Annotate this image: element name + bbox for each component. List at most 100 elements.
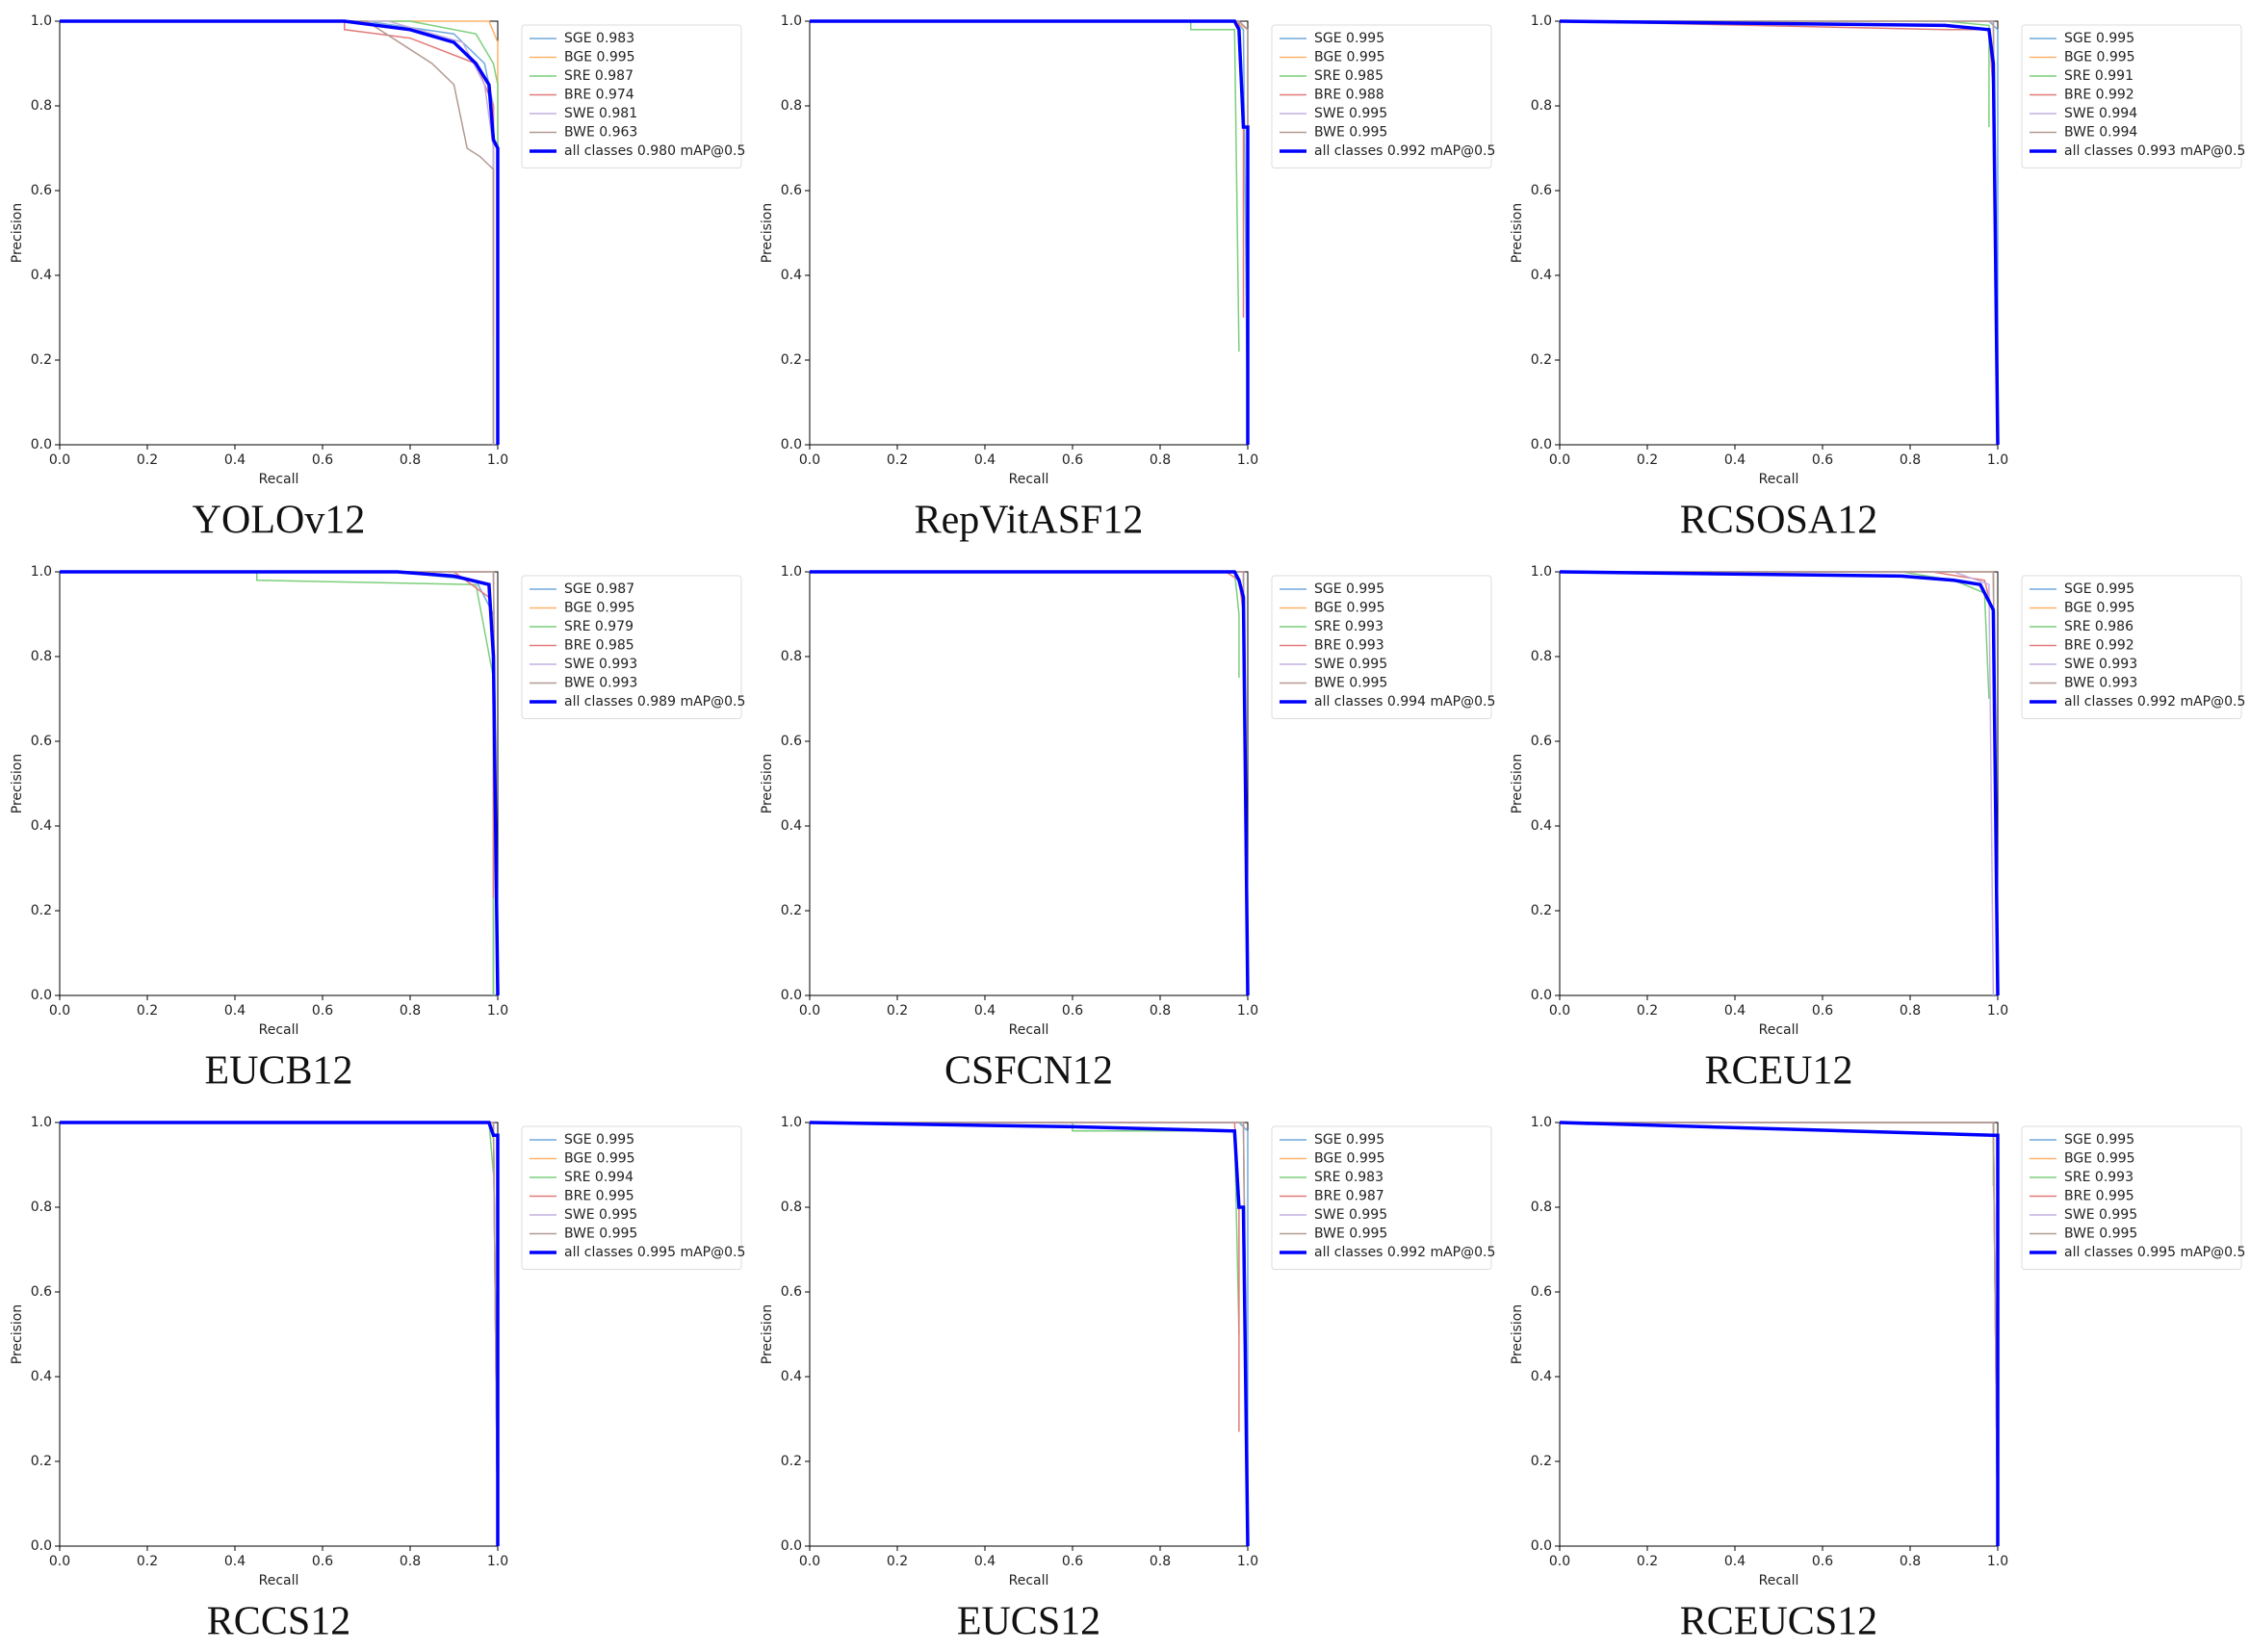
x-tick-label: 0.6 (1062, 1554, 1083, 1569)
x-tick-label: 1.0 (1237, 1554, 1258, 1569)
x-tick-label: 0.4 (974, 452, 996, 468)
chart-caption: RCSOSA12 (1680, 499, 1877, 543)
x-tick-label: 0.6 (1812, 1554, 1833, 1569)
legend-label: BRE 0.992 (2064, 638, 2134, 654)
y-tick-label: 0.6 (1531, 183, 1552, 198)
y-tick-label: 0.6 (781, 1284, 802, 1300)
legend-label: all classes 0.989 mAP@0.5 (564, 694, 745, 710)
pr-curve (1559, 1121, 2000, 1546)
x-tick-label: 0.8 (1150, 1554, 1171, 1569)
x-axis-label: Recall (1759, 1022, 1799, 1038)
y-tick-label: 0.0 (31, 988, 52, 1003)
x-tick-label: 0.0 (799, 1003, 820, 1019)
legend-label: BWE 0.963 (564, 125, 637, 141)
y-tick-label: 0.4 (781, 818, 802, 834)
legend-label: BGE 0.995 (564, 601, 635, 616)
y-tick-label: 0.8 (781, 1200, 802, 1215)
x-axis-label: Recall (259, 1573, 299, 1588)
legend-label: SRE 0.993 (2064, 1170, 2134, 1185)
y-tick-label: 0.8 (1531, 1200, 1552, 1215)
legend-label: BWE 0.993 (564, 676, 637, 691)
y-tick-label: 0.0 (31, 437, 52, 452)
y-tick-label: 0.4 (1531, 818, 1552, 834)
legend-box (2021, 1125, 2242, 1270)
pr-curve (810, 570, 1250, 996)
y-tick-label: 0.6 (781, 183, 802, 198)
x-tick-label: 0.0 (1549, 1003, 1570, 1019)
plot-area (59, 571, 499, 996)
legend-label: SGE 0.995 (1314, 581, 1384, 597)
y-tick-label: 0.6 (31, 734, 52, 749)
y-tick-label: 0.2 (1531, 352, 1552, 368)
x-tick-label: 0.2 (1637, 452, 1658, 468)
legend-label: BWE 0.993 (2064, 676, 2137, 691)
pr-curve (60, 570, 500, 996)
legend-label: SRE 0.979 (564, 619, 634, 634)
legend-box (1271, 1125, 1492, 1270)
x-tick-label: 0.4 (224, 1003, 246, 1019)
x-axis-label: Recall (1009, 472, 1049, 487)
legend-label: SRE 0.986 (2064, 619, 2134, 634)
x-tick-label: 1.0 (487, 1554, 508, 1569)
x-tick-label: 0.0 (1549, 452, 1570, 468)
x-tick-label: 0.6 (312, 1003, 333, 1019)
y-axis-label: Precision (10, 203, 25, 263)
legend-label: all classes 0.980 mAP@0.5 (564, 143, 745, 159)
legend-label: BGE 0.995 (2064, 1151, 2135, 1167)
y-tick-label: 0.2 (31, 903, 52, 918)
legend-box (521, 575, 742, 719)
x-tick-label: 0.2 (1637, 1554, 1658, 1569)
legend-box (1271, 575, 1492, 719)
legend-label: BWE 0.995 (564, 1226, 637, 1242)
y-tick-label: 0.0 (1531, 1538, 1552, 1554)
x-axis-label: Recall (1759, 472, 1799, 487)
y-tick-label: 0.2 (781, 903, 802, 918)
legend-label: BRE 0.988 (1314, 88, 1384, 103)
pr-curve (60, 1121, 500, 1546)
legend-label: SWE 0.993 (2064, 657, 2137, 672)
legend-box (2021, 24, 2242, 168)
x-tick-label: 1.0 (1987, 452, 2008, 468)
x-tick-label: 0.6 (312, 1554, 333, 1569)
legend-label: all classes 0.993 mAP@0.5 (2064, 143, 2245, 159)
pr-curve (810, 19, 1250, 445)
y-axis-label: Precision (10, 1304, 25, 1364)
x-tick-label: 0.4 (974, 1003, 996, 1019)
chart-caption: YOLOv12 (193, 499, 366, 543)
x-axis-label: Recall (1009, 1573, 1049, 1588)
legend-label: SWE 0.993 (564, 657, 637, 672)
legend-label: SGE 0.995 (2064, 1132, 2134, 1148)
legend-label: BGE 0.995 (564, 50, 635, 65)
legend-label: SRE 0.983 (1314, 1170, 1384, 1185)
legend-label: all classes 0.992 mAP@0.5 (2064, 694, 2245, 710)
legend-label: SWE 0.981 (564, 106, 637, 121)
legend-label: SGE 0.995 (2064, 31, 2134, 46)
x-tick-label: 0.4 (1724, 1554, 1746, 1569)
x-tick-label: 0.0 (49, 1003, 70, 1019)
legend-label: SWE 0.995 (1314, 106, 1387, 121)
y-tick-label: 0.6 (31, 1284, 52, 1300)
legend-label: BWE 0.995 (1314, 125, 1387, 141)
legend-label: BGE 0.995 (1314, 50, 1385, 65)
chart-caption: RCEUCS12 (1680, 1600, 1877, 1644)
x-tick-label: 0.8 (1150, 452, 1171, 468)
legend-label: BRE 0.993 (1314, 638, 1384, 654)
y-tick-label: 0.8 (1531, 649, 1552, 664)
legend-label: all classes 0.995 mAP@0.5 (2064, 1245, 2245, 1260)
y-tick-label: 0.2 (1531, 903, 1552, 918)
legend-box (521, 24, 742, 168)
legend-label: SRE 0.994 (564, 1170, 634, 1185)
y-tick-label: 1.0 (31, 1115, 52, 1130)
y-axis-label: Precision (1510, 754, 1525, 813)
legend-label: SGE 0.987 (564, 581, 634, 597)
y-tick-label: 0.0 (31, 1538, 52, 1554)
y-tick-label: 0.0 (781, 1538, 802, 1554)
y-axis-label: Precision (1510, 1304, 1525, 1364)
x-tick-label: 0.0 (799, 1554, 820, 1569)
y-tick-label: 0.8 (31, 1200, 52, 1215)
y-tick-label: 0.6 (781, 734, 802, 749)
y-tick-label: 0.2 (1531, 1454, 1552, 1469)
y-tick-label: 0.2 (31, 352, 52, 368)
y-tick-label: 0.0 (1531, 437, 1552, 452)
